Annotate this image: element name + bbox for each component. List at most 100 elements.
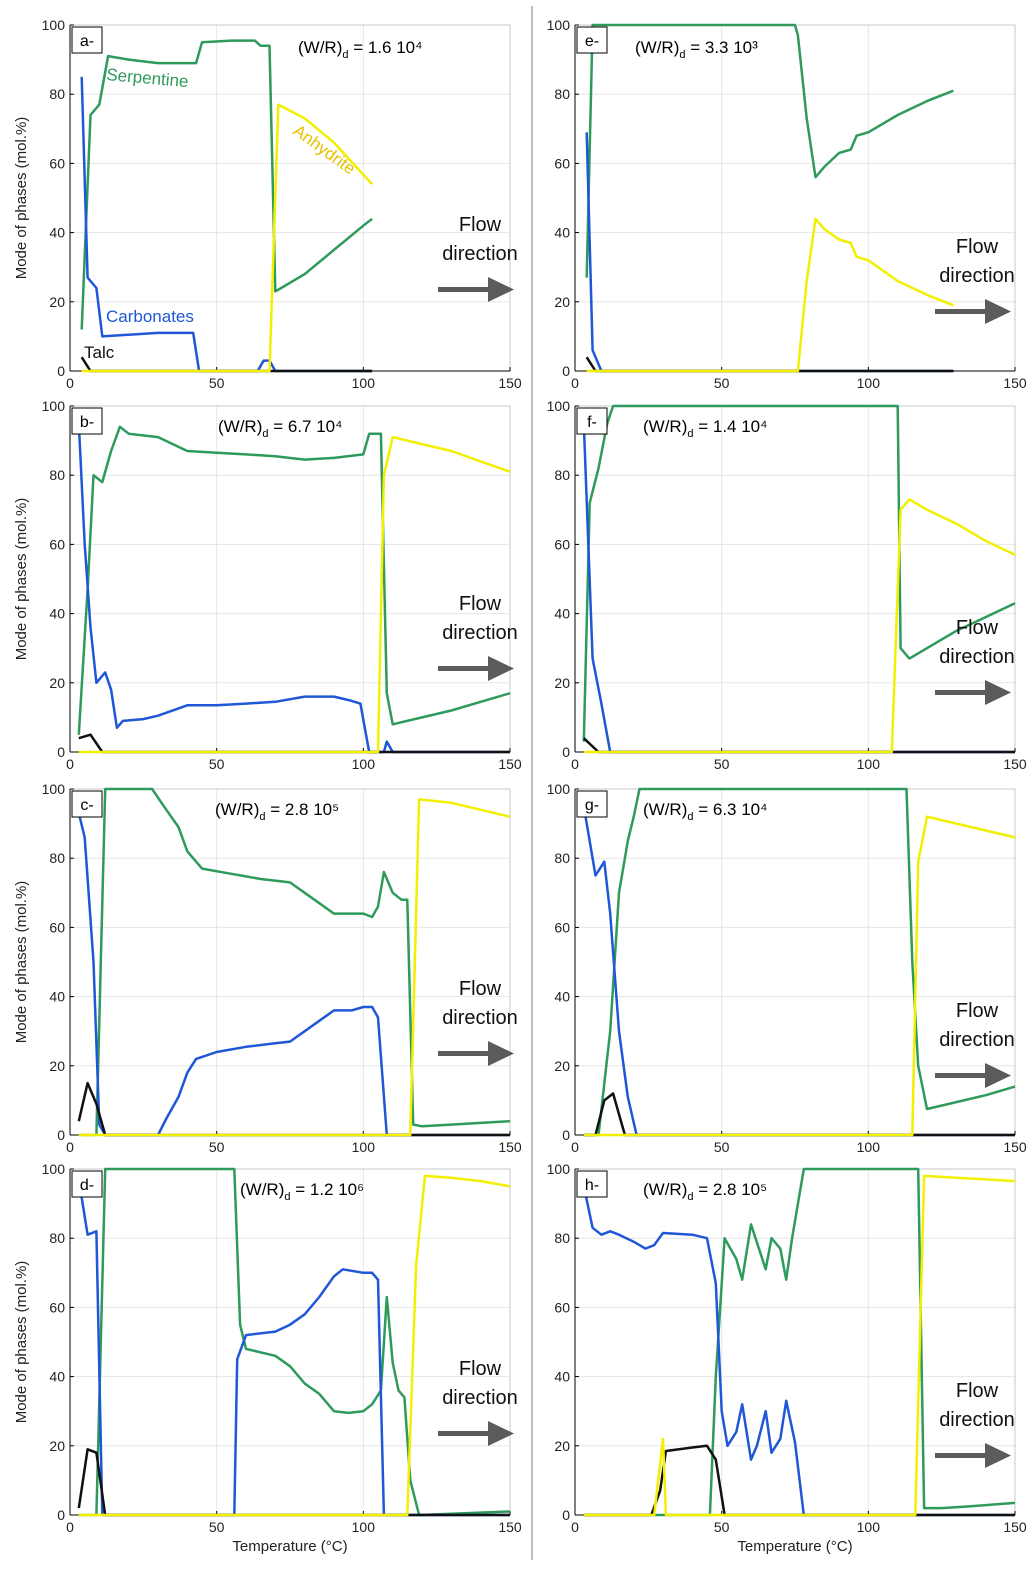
x-tick-label: 150 [498,1139,522,1155]
serpentine-line [585,23,954,278]
flow-label-line1: Flow [459,214,502,236]
panel-letter-box [71,790,103,818]
x-tick-label: 100 [857,756,881,772]
x-tick-label: 100 [352,1519,376,1535]
x-tick-label: 50 [209,756,225,772]
x-tick-label: 50 [714,375,730,391]
flow-label-line2: direction [442,1387,518,1409]
x-tick-label: 150 [1003,1139,1027,1155]
serpentine-line [78,1167,511,1517]
plot-frame [69,1168,511,1516]
wr-ratio-label: (W/R)d = 6.3 10⁴ [643,800,767,823]
y-axis-title: Mode of phases (mol.%) [13,1261,30,1424]
anhydrite-line [583,1174,1016,1517]
series-group [582,404,1016,754]
flow-label-line1: Flow [956,617,999,639]
y-tick-label: 100 [547,1161,571,1177]
y-tick-label: 100 [42,398,66,414]
x-tick-label: 100 [352,375,376,391]
x-tick-label: 100 [857,375,881,391]
anhydrite-line [78,798,511,1137]
flow-label-line1: Flow [459,1358,502,1380]
y-tick-label: 80 [554,86,570,102]
panel-letter-box [71,407,103,435]
x-tick-label: 0 [66,1519,74,1535]
flow-label-line1: Flow [459,593,502,615]
y-tick-label: 60 [49,919,65,935]
y-axis-title: Mode of phases (mol.%) [13,881,30,1044]
x-tick-label: 50 [209,375,225,391]
anhydrite-line [583,815,1016,1137]
y-tick-label: 0 [562,363,570,379]
y-tick-label: 80 [49,1230,65,1246]
y-tick-label: 40 [554,606,570,622]
talc-line [77,1081,510,1137]
y-tick-label: 60 [49,155,65,171]
y-tick-label: 40 [49,989,65,1005]
y-tick-label: 100 [42,17,66,33]
x-tick-label: 150 [498,1519,522,1535]
anhydrite-line [583,498,1016,754]
x-tick-label: 50 [209,1139,225,1155]
x-axis-title: Temperature (°C) [232,1538,347,1555]
flow-arrow-icon [935,1063,1011,1088]
wr-ratio-label: (W/R)d = 1.6 10⁴ [298,38,422,61]
x-tick-label: 0 [571,375,579,391]
talc-series-label: Talc [84,343,115,362]
x-tick-label: 0 [571,756,579,772]
wr-ratio-label: (W/R)d = 3.3 10³ [635,38,758,61]
panel-c: 0 20 40 60 80 100 0 50 100 150 Mode of phases (mol… [13,781,522,1155]
y-tick-label: 100 [42,1161,66,1177]
y-tick-label: 40 [554,225,570,241]
x-tick-label: 100 [352,756,376,772]
x-tick-label: 0 [571,1139,579,1155]
panel-g: 0 20 40 60 80 100 0 50 100 150 g- (W/R)d = 6.3 10⁴ F… [547,781,1027,1155]
x-tick-label: 150 [1003,1519,1027,1535]
series-group [582,787,1016,1137]
y-tick-label: 40 [554,989,570,1005]
carbonates-line [582,806,1015,1137]
x-tick-label: 0 [66,1139,74,1155]
series-group [77,1167,511,1517]
panel-letter: c- [80,797,93,814]
carbonates-line [582,1186,1015,1517]
flow-label-line2: direction [939,1029,1015,1051]
carbonates-line [80,76,373,373]
wr-ratio-label: (W/R)d = 2.8 10⁵ [215,800,339,823]
x-tick-label: 150 [1003,375,1027,391]
y-tick-label: 0 [562,1507,570,1523]
wr-ratio-label: (W/R)d = 1.2 10⁶ [240,1180,364,1203]
panel-letter-box [576,407,608,435]
y-tick-label: 80 [49,467,65,483]
flow-label-line1: Flow [459,978,502,1000]
anhydrite-line [586,217,954,373]
panel-letter: d- [80,1177,94,1194]
serpentine-line [582,404,1016,742]
x-tick-label: 100 [352,1139,376,1155]
panel-letter: b- [80,414,94,431]
flow-arrow-icon [438,277,514,302]
y-tick-label: 40 [554,1369,570,1385]
carbonates-line [77,812,510,1137]
y-tick-label: 80 [554,1230,570,1246]
panel-letter: g- [585,797,599,814]
panel-letter-box [71,1170,103,1198]
panel-e: 0 20 40 60 80 100 0 50 100 150 e- (W/R)d = 3.3 10³ F… [547,17,1027,391]
y-tick-label: 20 [49,675,65,691]
panel-a: 0 20 40 60 80 100 0 50 100 150 Mode of phases (mol… [13,17,522,391]
talc-line [77,1448,510,1517]
plot-frame [574,405,1016,753]
plot-frame [574,788,1016,1136]
wr-ratio-label: (W/R)d = 1.4 10⁴ [643,417,767,440]
carbonates-line [585,132,954,373]
panel-letter-box [576,790,608,818]
x-tick-label: 0 [66,375,74,391]
y-tick-label: 20 [49,1438,65,1454]
y-tick-label: 0 [57,363,65,379]
y-tick-label: 60 [554,155,570,171]
flow-label-line2: direction [442,1007,518,1029]
talc-line [585,356,954,373]
anhydrite-line [78,1174,511,1517]
plot-frame [574,24,1016,372]
